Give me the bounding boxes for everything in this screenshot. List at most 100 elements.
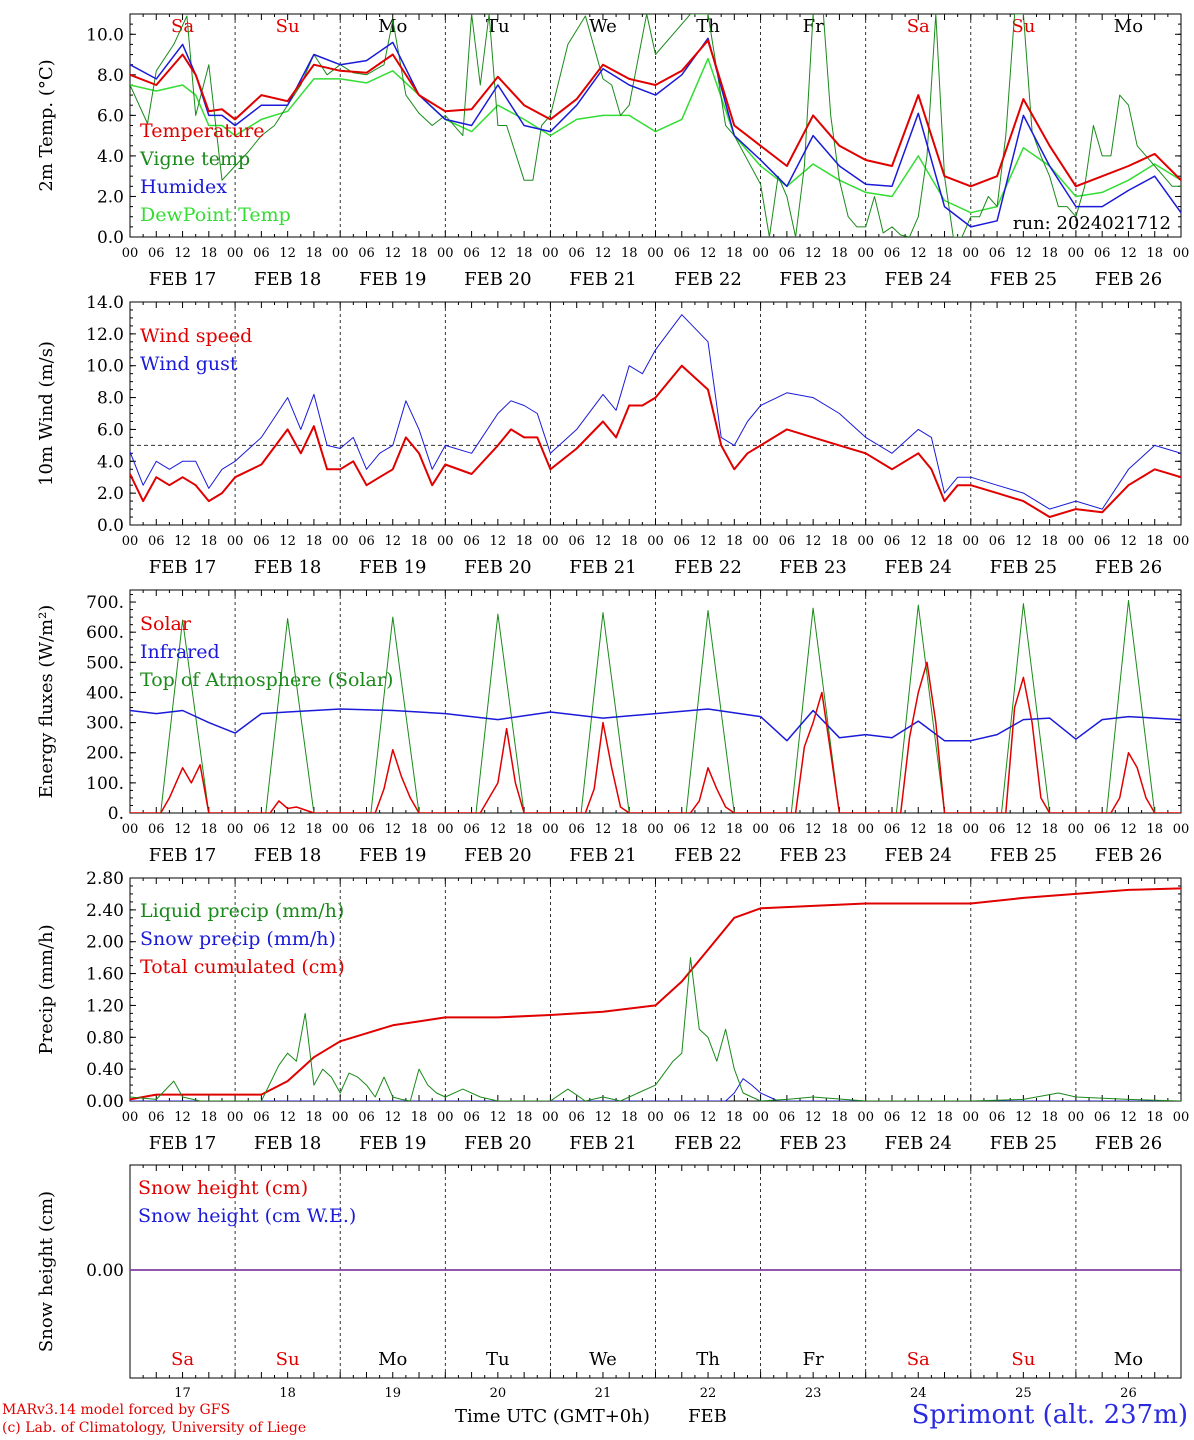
hour-tick-label: 12 (384, 822, 401, 837)
hour-tick-label: 00 (332, 1110, 349, 1125)
y-tick-label: 1.20 (86, 996, 124, 1016)
date-label: FEB 22 (674, 845, 741, 866)
y-tick-label: 0. (108, 804, 124, 824)
hour-tick-label: 18 (516, 822, 533, 837)
hour-tick-label: 18 (726, 246, 743, 261)
station-name: Sprimont (alt. 237m) (911, 1400, 1188, 1430)
hour-tick-label: 18 (1041, 534, 1058, 549)
hour-tick-label: 18 (1041, 822, 1058, 837)
hour-tick-label: 00 (542, 822, 559, 837)
hour-tick-label: 00 (437, 822, 454, 837)
hour-tick-label: 12 (279, 246, 296, 261)
y-tick-label: 0.0 (97, 516, 124, 536)
y-axis-label: Energy fluxes (W/m²) (36, 605, 57, 799)
hour-tick-label: 18 (201, 822, 218, 837)
hour-tick-label: 18 (1041, 246, 1058, 261)
series-line-humidex (130, 37, 1181, 228)
day-name-label: Tu (486, 16, 510, 37)
date-label: FEB 25 (990, 1133, 1057, 1154)
day-number-label: 21 (595, 1386, 612, 1401)
y-tick-label: 10.0 (86, 357, 124, 377)
hour-tick-label: 18 (411, 246, 428, 261)
month-label: FEB (688, 1406, 727, 1427)
hour-tick-label: 00 (437, 534, 454, 549)
date-label: FEB 26 (1095, 557, 1162, 578)
day-number-label: 18 (279, 1386, 296, 1401)
date-label: FEB 25 (990, 845, 1057, 866)
date-label: FEB 19 (359, 269, 426, 290)
hour-tick-label: 12 (1120, 534, 1137, 549)
hour-tick-label: 18 (726, 1110, 743, 1125)
date-label: FEB 26 (1095, 1133, 1162, 1154)
hour-tick-label: 06 (253, 1110, 270, 1125)
legend-entry: Wind speed (140, 325, 252, 347)
hour-tick-label: 12 (279, 822, 296, 837)
hour-tick-label: 06 (358, 1110, 375, 1125)
hour-tick-label: 12 (1120, 246, 1137, 261)
y-tick-label: 4.0 (97, 147, 124, 167)
date-label: FEB 20 (464, 269, 531, 290)
hour-tick-label: 06 (568, 1110, 585, 1125)
hour-tick-label: 00 (647, 534, 664, 549)
hour-tick-label: 00 (542, 534, 559, 549)
hour-tick-label: 00 (227, 1110, 244, 1125)
legend-entry: Snow precip (mm/h) (140, 928, 336, 950)
hour-tick-label: 06 (1094, 1110, 1111, 1125)
day-name-label: Sa (907, 1349, 930, 1370)
hour-tick-label: 18 (936, 822, 953, 837)
date-label: FEB 20 (464, 557, 531, 578)
day-name-label: Su (1011, 16, 1035, 37)
date-label: FEB 22 (674, 269, 741, 290)
hour-tick-label: 06 (253, 246, 270, 261)
hour-tick-label: 06 (884, 534, 901, 549)
hour-tick-label: 00 (227, 822, 244, 837)
series-group (130, 14, 1181, 237)
hour-tick-label: 12 (490, 246, 507, 261)
legend-entry: Liquid precip (mm/h) (140, 900, 344, 922)
day-name-label: Su (276, 16, 300, 37)
hour-tick-label: 12 (910, 246, 927, 261)
y-tick-label: 6.0 (97, 420, 124, 440)
y-tick-label: 2.0 (97, 484, 124, 504)
hour-tick-label: 12 (595, 1110, 612, 1125)
y-tick-label: 2.80 (86, 869, 124, 889)
hour-tick-label: 12 (1015, 534, 1032, 549)
day-name-label: Tu (486, 1349, 510, 1370)
day-name-label: Mo (1114, 1349, 1143, 1370)
hour-tick-label: 18 (201, 534, 218, 549)
hour-tick-label: 06 (148, 534, 165, 549)
day-name-label: Fr (803, 1349, 824, 1370)
hour-tick-label: 06 (884, 822, 901, 837)
date-label: FEB 22 (674, 557, 741, 578)
hour-tick-label: 06 (884, 1110, 901, 1125)
hour-tick-label: 18 (831, 822, 848, 837)
hour-tick-label: 18 (306, 246, 323, 261)
day-number-label: 17 (174, 1386, 191, 1401)
model-credit: MARv3.14 model forced by GFS (2, 1402, 231, 1418)
hour-tick-label: 12 (384, 246, 401, 261)
hour-tick-label: 12 (490, 822, 507, 837)
lab-credit: (c) Lab. of Climatology, University of L… (2, 1420, 307, 1436)
hour-tick-label: 00 (542, 1110, 559, 1125)
hour-tick-label: 12 (174, 246, 191, 261)
series-line-wind-gust (130, 314, 1181, 510)
y-tick-label: 0.40 (86, 1060, 124, 1080)
hour-tick-label: 12 (805, 534, 822, 549)
y-tick-label: 100. (86, 774, 124, 794)
day-number-label: 26 (1120, 1386, 1137, 1401)
hour-tick-label: 12 (1015, 246, 1032, 261)
hour-tick-label: 18 (1146, 1110, 1163, 1125)
date-label: FEB 19 (359, 557, 426, 578)
date-label: FEB 21 (569, 269, 636, 290)
date-label: FEB 24 (885, 269, 952, 290)
series-line-liquid-precip-mm-h- (130, 957, 1181, 1101)
date-label: FEB 23 (779, 845, 846, 866)
hour-tick-label: 18 (201, 1110, 218, 1125)
y-axis-label: Precip (mm/h) (36, 924, 57, 1054)
hour-tick-label: 18 (516, 1110, 533, 1125)
hour-tick-label: 12 (700, 822, 717, 837)
series-group (130, 887, 1181, 1101)
panel-3: 0. 100. 200. 300. 400. 500. 600. 700. Energy flu… (36, 589, 1189, 866)
y-tick-label: 12.0 (86, 325, 124, 345)
hour-tick-label: 12 (595, 534, 612, 549)
